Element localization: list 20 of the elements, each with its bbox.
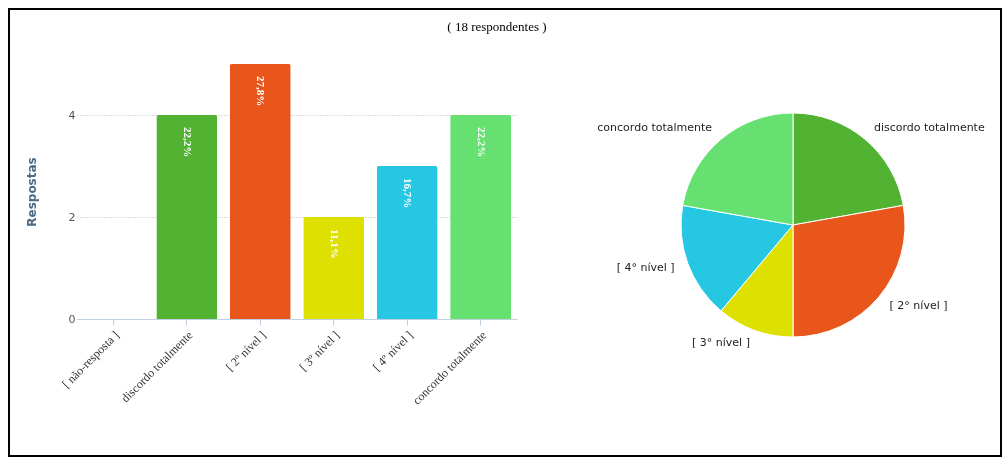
slice-label: [ 2° nível ] <box>889 298 948 312</box>
bar <box>156 115 218 319</box>
slice-label: [ 4° nível ] <box>616 261 675 275</box>
bar <box>450 115 512 319</box>
annotation: 11,1% <box>328 229 341 259</box>
annotation: 16,7% <box>402 178 415 209</box>
y-tick-label: 0 <box>68 312 76 326</box>
y-axis-title: Respostas <box>24 157 39 227</box>
y-tick-label: 2 <box>68 210 76 224</box>
slice-label: discordo totalmente <box>873 121 985 135</box>
bar <box>376 166 438 319</box>
bar <box>229 64 291 319</box>
chart-title: ( 18 respondentes ) <box>447 19 547 34</box>
slice-label: concordo totalmente <box>597 121 713 135</box>
annotation: 22,2% <box>475 127 488 158</box>
y-tick-label: 4 <box>68 108 76 122</box>
bar <box>303 217 365 319</box>
slice-label: [ 3° nível ] <box>692 336 750 350</box>
annotation: 27,8% <box>255 76 268 107</box>
annotation: 22,2% <box>181 127 194 158</box>
